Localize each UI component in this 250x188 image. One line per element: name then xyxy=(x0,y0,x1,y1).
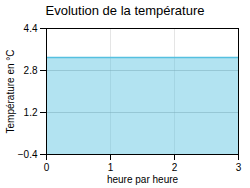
svg-text:2.8: 2.8 xyxy=(24,65,38,76)
svg-text:4.4: 4.4 xyxy=(24,23,38,34)
svg-text:2: 2 xyxy=(172,162,178,173)
svg-text:1: 1 xyxy=(108,162,114,173)
html-text:Evolution de la température: Evolution de la température xyxy=(45,3,205,18)
svg-text:1.2: 1.2 xyxy=(24,107,38,118)
svg-text:−0.4: −0.4 xyxy=(18,149,38,160)
svg-text:0: 0 xyxy=(44,162,50,173)
svg-text:3: 3 xyxy=(236,162,242,173)
svg-text:Température en °C: Température en °C xyxy=(5,49,16,133)
svg-text:heure par heure: heure par heure xyxy=(107,174,179,185)
